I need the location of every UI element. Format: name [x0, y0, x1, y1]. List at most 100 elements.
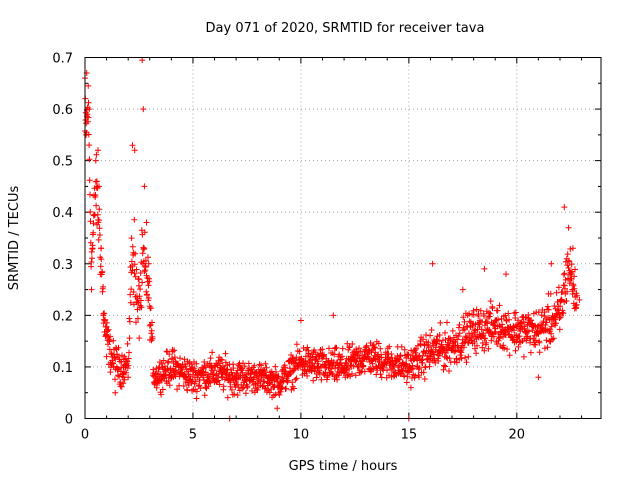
data-point	[166, 351, 173, 358]
data-point	[88, 286, 95, 293]
data-point	[576, 296, 583, 303]
data-point	[276, 391, 283, 398]
data-point	[453, 332, 459, 339]
data-point	[241, 363, 248, 370]
data-point	[454, 336, 461, 343]
data-point	[138, 304, 145, 311]
data-point	[482, 335, 489, 342]
data-point	[228, 386, 235, 393]
data-point	[466, 310, 473, 317]
data-point	[512, 347, 519, 354]
data-point	[296, 348, 303, 355]
data-point	[275, 373, 282, 380]
data-point	[96, 217, 102, 224]
data-point	[489, 305, 496, 312]
data-point	[177, 355, 183, 362]
data-point	[567, 246, 574, 252]
data-point	[535, 309, 542, 316]
data-point	[465, 330, 472, 337]
data-point	[333, 344, 340, 351]
data-point	[436, 338, 443, 345]
data-point	[415, 366, 422, 373]
data-point	[205, 374, 211, 381]
data-point	[98, 256, 105, 263]
data-point	[143, 288, 150, 295]
data-point	[501, 345, 508, 352]
data-point	[92, 192, 99, 198]
data-point	[481, 335, 488, 342]
data-point	[555, 284, 562, 291]
data-point	[521, 323, 528, 330]
data-point	[564, 262, 571, 269]
data-point	[249, 387, 255, 394]
data-point	[136, 335, 143, 342]
data-point	[429, 260, 436, 267]
data-point	[421, 376, 428, 382]
data-point	[352, 372, 359, 379]
data-point	[155, 365, 162, 372]
data-point	[166, 382, 173, 389]
data-point	[156, 380, 162, 386]
data-point	[495, 316, 501, 323]
x-tick-label: 0	[81, 428, 89, 443]
data-point	[530, 335, 537, 342]
data-point	[112, 389, 119, 396]
data-point	[571, 285, 578, 292]
x-tick-label: 10	[293, 428, 310, 443]
data-point	[114, 372, 121, 379]
data-point	[231, 391, 238, 398]
data-point	[164, 359, 171, 366]
data-point	[469, 333, 476, 339]
data-point	[573, 301, 580, 308]
data-point	[446, 368, 452, 374]
data-point	[409, 365, 416, 372]
data-point	[483, 339, 490, 346]
data-point	[220, 383, 227, 390]
data-point	[142, 257, 149, 264]
data-point	[288, 386, 295, 393]
data-point	[456, 321, 463, 328]
data-point	[193, 388, 200, 395]
data-point	[449, 327, 456, 334]
data-point	[180, 383, 187, 389]
y-tick-label: 0.5	[52, 155, 73, 170]
data-point	[303, 360, 310, 367]
data-point	[500, 342, 507, 349]
data-point	[538, 312, 545, 319]
data-point	[423, 332, 429, 338]
data-point	[459, 286, 466, 293]
data-point	[571, 273, 578, 280]
data-point	[93, 202, 100, 209]
data-point	[230, 365, 237, 372]
data-point	[384, 367, 390, 374]
data-point	[121, 376, 128, 383]
data-point	[131, 147, 138, 154]
data-point	[110, 360, 116, 367]
data-point	[304, 372, 311, 379]
data-point	[125, 362, 132, 369]
data-point	[436, 332, 443, 338]
data-point	[133, 319, 139, 326]
data-point	[137, 270, 144, 276]
data-point	[251, 374, 257, 381]
data-point	[202, 384, 209, 391]
data-point	[193, 360, 200, 367]
data-point	[565, 265, 572, 271]
data-point	[96, 225, 103, 232]
data-point	[527, 335, 534, 342]
data-point	[186, 373, 193, 380]
data-point	[262, 360, 269, 367]
data-point	[485, 345, 492, 352]
data-point	[419, 360, 426, 366]
data-point	[572, 266, 578, 273]
data-point	[90, 220, 97, 227]
data-point	[377, 371, 384, 378]
data-point	[246, 365, 253, 372]
data-point	[462, 354, 469, 361]
data-point	[103, 319, 110, 326]
data-point	[219, 357, 225, 363]
data-point	[99, 268, 106, 275]
data-point	[520, 353, 527, 360]
data-point	[360, 363, 367, 370]
data-point	[277, 388, 284, 395]
